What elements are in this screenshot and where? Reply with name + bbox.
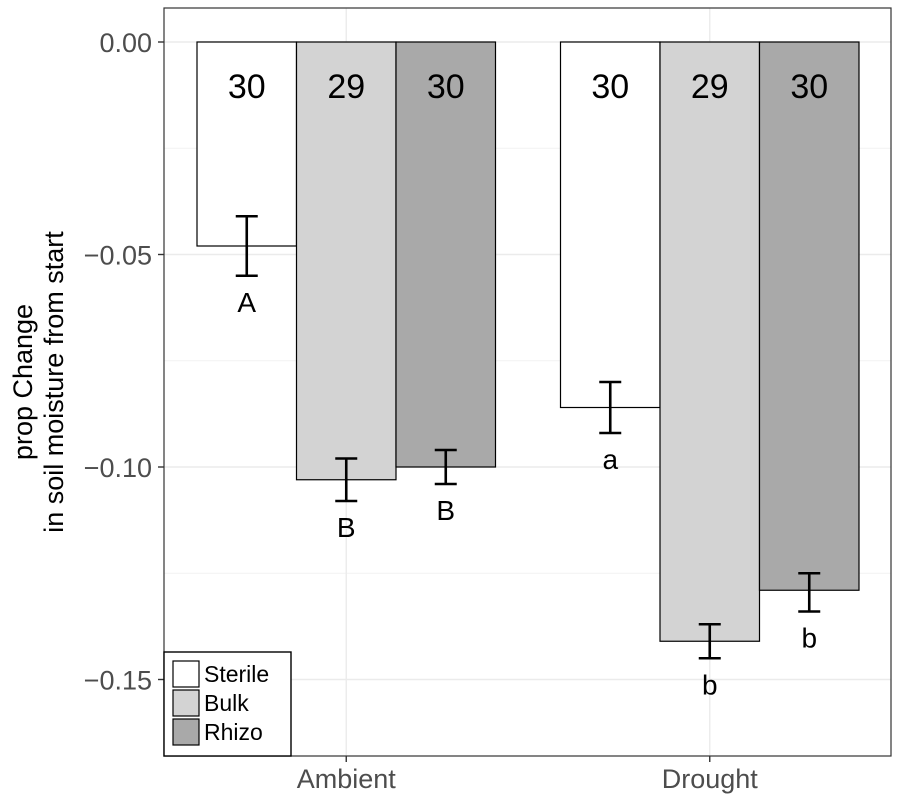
- error-bars: [235, 214, 821, 660]
- legend-key: [172, 689, 200, 717]
- legend-label: Rhizo: [204, 719, 263, 745]
- bar-n-label: 30: [591, 68, 629, 106]
- significance-label: a: [602, 444, 618, 475]
- y-axis-title-line: prop Change: [8, 304, 38, 460]
- bar: [395, 41, 497, 468]
- significance-label: B: [337, 512, 356, 543]
- bar: [758, 41, 860, 591]
- legend-key: [172, 660, 200, 688]
- significance-label: A: [237, 287, 256, 318]
- bar-n-label: 30: [427, 68, 465, 106]
- bars: [196, 41, 860, 642]
- x-tick-label: Drought: [662, 764, 759, 794]
- legend-label: Sterile: [204, 661, 269, 687]
- significance-label: B: [436, 495, 455, 526]
- bar-n-label: 29: [327, 68, 365, 106]
- significance-label: b: [702, 669, 718, 700]
- y-tick-label: −0.15: [84, 666, 152, 696]
- bar: [559, 41, 661, 409]
- y-axis: 0.00 −0.05 −0.10 −0.15: [84, 28, 164, 696]
- bar: [659, 41, 761, 642]
- bar-n-label: 30: [228, 68, 266, 106]
- y-tick-label: −0.05: [84, 241, 152, 271]
- y-tick-label: 0.00: [99, 28, 152, 58]
- y-axis-title-line: in soil moisture from start: [39, 231, 69, 533]
- y-axis-title-text: prop Changein soil moisture from start: [8, 231, 69, 533]
- x-tick-label: Ambient: [297, 764, 397, 794]
- bar: [196, 41, 298, 247]
- bar-n-label: 30: [790, 68, 828, 106]
- bar-labels: 30 A 30 a 29 B 29 b 30 B 30 b: [228, 68, 828, 700]
- panel-border: [163, 7, 892, 757]
- y-axis-title: prop Changein soil moisture from start: [8, 231, 69, 533]
- legend-key: [172, 718, 200, 746]
- bar-n-label: 29: [691, 68, 729, 106]
- legend: Sterile Bulk Rhizo: [163, 651, 292, 757]
- x-axis: Ambient Drought: [297, 756, 759, 794]
- significance-label: b: [801, 623, 817, 654]
- legend-label: Bulk: [204, 690, 249, 716]
- y-tick-label: −0.10: [84, 453, 152, 483]
- bar: [295, 41, 397, 481]
